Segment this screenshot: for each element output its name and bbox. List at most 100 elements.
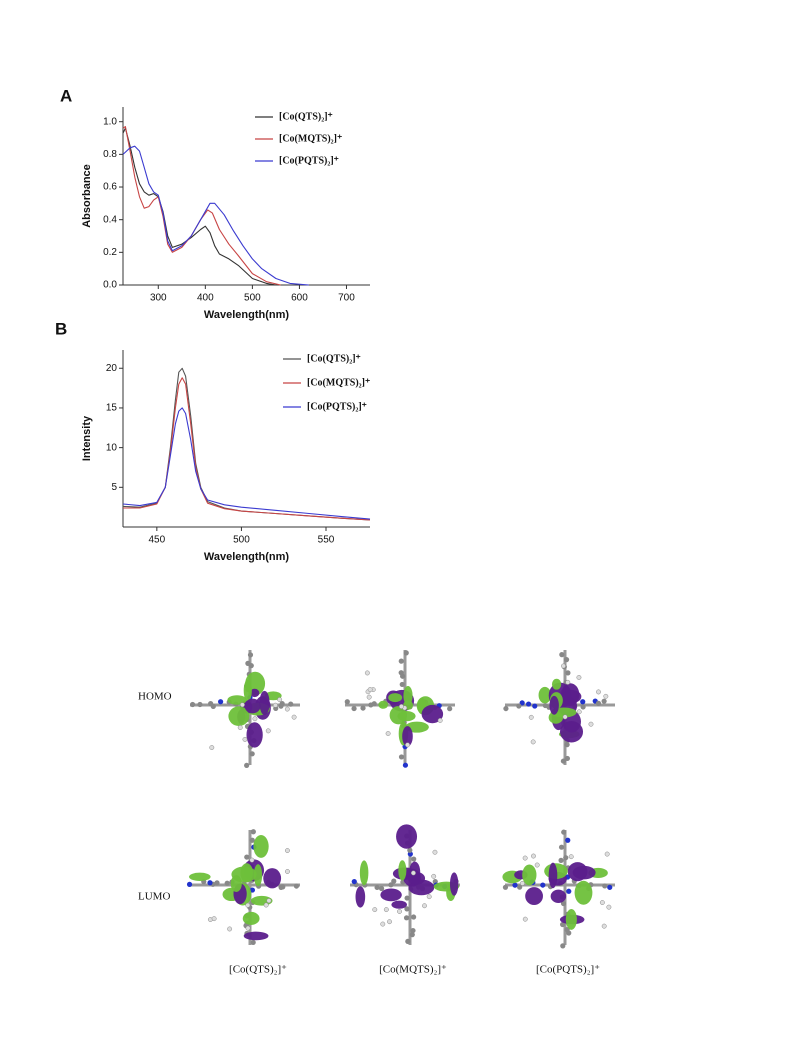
atom bbox=[562, 714, 568, 720]
atom bbox=[517, 884, 523, 890]
compound-label: [Co(PQTS)₂]⁺ bbox=[536, 964, 600, 976]
row-label: HOMO bbox=[138, 691, 172, 703]
atom bbox=[209, 745, 215, 750]
orbital-lobe bbox=[231, 866, 257, 883]
orbital-lobe bbox=[244, 698, 261, 714]
atom bbox=[242, 736, 248, 742]
atom bbox=[247, 652, 254, 658]
atom bbox=[368, 702, 374, 708]
atom bbox=[528, 714, 534, 720]
atom bbox=[410, 870, 416, 876]
atom bbox=[398, 754, 405, 760]
atom bbox=[561, 663, 566, 669]
atom bbox=[211, 916, 217, 922]
atom bbox=[383, 907, 389, 913]
orbital-lobe bbox=[550, 889, 567, 903]
orbital-lobe bbox=[263, 868, 282, 889]
atom bbox=[288, 701, 294, 707]
x-tick-label: 500 bbox=[233, 535, 250, 546]
atom bbox=[599, 900, 605, 905]
orbital-lobe bbox=[402, 726, 413, 747]
atom bbox=[218, 699, 224, 705]
atom bbox=[563, 855, 569, 861]
x-tick-label: 700 bbox=[338, 293, 355, 304]
atom bbox=[263, 902, 269, 908]
atom bbox=[249, 751, 255, 757]
orbital-picture bbox=[503, 650, 615, 765]
atom bbox=[601, 698, 607, 704]
atom bbox=[560, 758, 567, 764]
atom bbox=[360, 705, 366, 711]
orbital-lobe bbox=[561, 683, 580, 706]
atom bbox=[606, 904, 612, 910]
y-tick-label: 10 bbox=[106, 442, 118, 453]
atom bbox=[564, 755, 570, 762]
atom bbox=[604, 851, 610, 857]
atom bbox=[576, 709, 582, 715]
atom bbox=[580, 704, 586, 710]
atom bbox=[252, 716, 258, 722]
atom bbox=[595, 700, 602, 706]
atom bbox=[522, 916, 528, 922]
atom bbox=[431, 873, 437, 879]
atom bbox=[284, 869, 290, 874]
y-tick-label: 0.4 bbox=[103, 214, 117, 225]
orbital-lobe bbox=[548, 711, 564, 724]
atom bbox=[603, 693, 609, 699]
atom bbox=[596, 689, 601, 695]
panel-label: A bbox=[60, 86, 72, 105]
orbital-lobe bbox=[522, 864, 537, 886]
atom bbox=[227, 926, 233, 932]
atom bbox=[560, 900, 567, 907]
x-tick-label: 500 bbox=[244, 293, 261, 304]
x-tick-label: 400 bbox=[197, 293, 214, 304]
orbital-lobe bbox=[398, 860, 407, 881]
series-line bbox=[122, 145, 309, 286]
atom bbox=[402, 762, 409, 768]
orbital-lobe bbox=[551, 678, 562, 690]
atom bbox=[398, 704, 404, 709]
atom bbox=[405, 742, 410, 748]
atom bbox=[602, 883, 608, 889]
atom bbox=[244, 854, 250, 860]
orbital-picture bbox=[502, 829, 615, 949]
atom bbox=[380, 921, 386, 927]
atom bbox=[237, 725, 243, 731]
atom bbox=[385, 731, 391, 736]
atom bbox=[407, 847, 413, 853]
atom bbox=[367, 687, 373, 692]
atom bbox=[565, 837, 571, 843]
atom bbox=[432, 849, 438, 855]
orbital-lobe bbox=[559, 721, 584, 743]
atom bbox=[279, 700, 285, 707]
atom bbox=[190, 701, 196, 708]
orbital-lobe bbox=[380, 888, 402, 902]
y-tick-label: 0.0 bbox=[103, 280, 117, 291]
atom bbox=[532, 703, 538, 709]
y-axis-title: Intensity bbox=[81, 415, 93, 461]
legend-label: [Co(PQTS)₂]⁺ bbox=[279, 155, 339, 166]
atom bbox=[502, 884, 509, 890]
compound-label: [Co(QTS)₂]⁺ bbox=[229, 964, 287, 976]
atom bbox=[601, 923, 607, 929]
atom bbox=[525, 701, 532, 707]
atom bbox=[266, 898, 272, 904]
x-tick-label: 450 bbox=[148, 535, 165, 546]
atom bbox=[519, 700, 525, 706]
orbital-lobe bbox=[228, 706, 250, 726]
y-tick-label: 20 bbox=[106, 363, 118, 374]
atom bbox=[522, 855, 528, 861]
atom bbox=[291, 714, 297, 720]
legend-label: [Co(MQTS)₂]⁺ bbox=[307, 377, 370, 388]
atom bbox=[580, 699, 586, 705]
orbital-lobe bbox=[359, 860, 369, 886]
orbital-lobe bbox=[572, 865, 596, 880]
orbital-lobe bbox=[396, 824, 418, 849]
series-line bbox=[122, 407, 371, 520]
y-tick-label: 5 bbox=[111, 482, 117, 493]
atom bbox=[245, 660, 251, 666]
atom bbox=[398, 658, 404, 664]
x-tick-label: 600 bbox=[291, 293, 308, 304]
orbital-lobe bbox=[549, 695, 559, 715]
